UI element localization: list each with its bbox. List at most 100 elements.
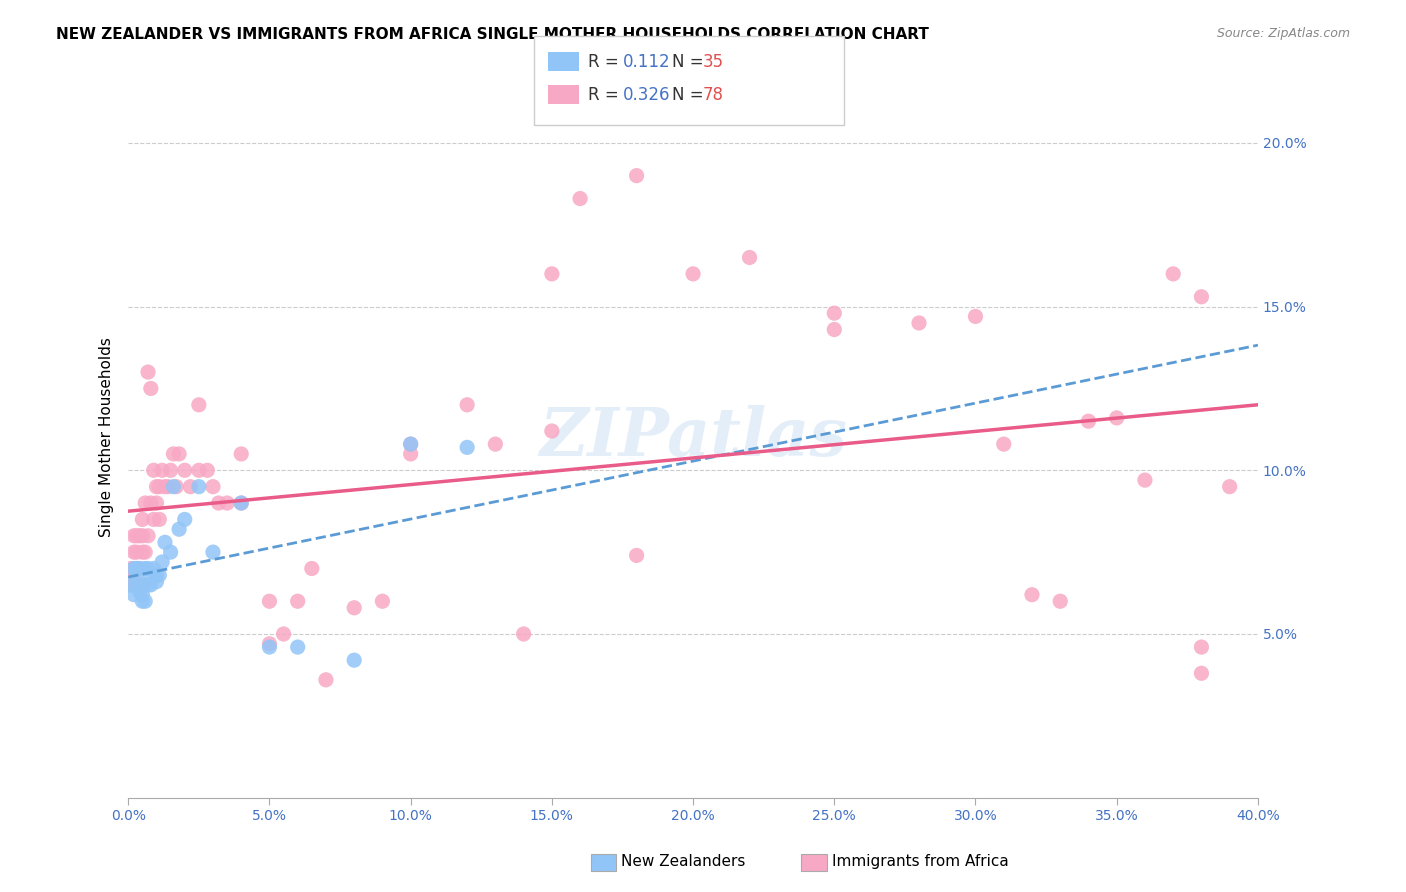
- Point: [1189, 640, 1212, 654]
- Point: [131, 545, 153, 559]
- Point: [541, 267, 564, 281]
- Point: [145, 480, 167, 494]
- Point: [1189, 666, 1212, 681]
- Point: [156, 480, 179, 494]
- Point: [259, 637, 281, 651]
- Point: [167, 447, 190, 461]
- Point: [187, 480, 209, 494]
- Text: Immigrants from Africa: Immigrants from Africa: [832, 855, 1010, 869]
- Point: [136, 529, 159, 543]
- Point: [173, 512, 195, 526]
- Point: [301, 561, 323, 575]
- Point: [134, 496, 156, 510]
- Point: [128, 584, 150, 599]
- Point: [173, 463, 195, 477]
- Point: [134, 561, 156, 575]
- Point: [136, 561, 159, 575]
- Point: [125, 561, 148, 575]
- Point: [484, 437, 506, 451]
- Point: [122, 588, 145, 602]
- Point: [738, 251, 761, 265]
- Point: [148, 480, 170, 494]
- Point: [167, 522, 190, 536]
- Point: [120, 578, 142, 592]
- Point: [131, 578, 153, 592]
- Point: [287, 594, 309, 608]
- Point: [1161, 267, 1184, 281]
- Point: [1133, 473, 1156, 487]
- Point: [569, 192, 592, 206]
- Point: [165, 480, 187, 494]
- Point: [626, 169, 648, 183]
- Point: [908, 316, 931, 330]
- Point: [456, 398, 478, 412]
- Point: [823, 306, 845, 320]
- Point: [142, 561, 165, 575]
- Point: [626, 549, 648, 563]
- Point: [207, 496, 229, 510]
- Point: [1219, 480, 1241, 494]
- Point: [136, 578, 159, 592]
- Text: 78: 78: [703, 87, 724, 104]
- Point: [217, 496, 239, 510]
- Point: [122, 529, 145, 543]
- Point: [823, 322, 845, 336]
- Point: [125, 545, 148, 559]
- Point: [131, 529, 153, 543]
- Point: [128, 578, 150, 592]
- Point: [131, 588, 153, 602]
- Point: [399, 437, 422, 451]
- Point: [142, 463, 165, 477]
- Point: [456, 441, 478, 455]
- Point: [131, 594, 153, 608]
- Point: [1021, 588, 1043, 602]
- Point: [139, 381, 162, 395]
- Point: [153, 535, 176, 549]
- Point: [122, 561, 145, 575]
- Point: [148, 512, 170, 526]
- Point: [134, 545, 156, 559]
- Point: [128, 561, 150, 575]
- Point: [1077, 414, 1099, 428]
- Point: [122, 568, 145, 582]
- Point: [512, 627, 534, 641]
- Point: [145, 574, 167, 589]
- Point: [201, 545, 224, 559]
- Point: [139, 496, 162, 510]
- Point: [128, 561, 150, 575]
- Point: [134, 594, 156, 608]
- Text: New Zealanders: New Zealanders: [621, 855, 745, 869]
- Point: [201, 480, 224, 494]
- Point: [187, 398, 209, 412]
- Point: [125, 568, 148, 582]
- Point: [120, 578, 142, 592]
- Point: [259, 594, 281, 608]
- Point: [159, 545, 181, 559]
- Point: [343, 600, 366, 615]
- Text: 35: 35: [703, 54, 724, 71]
- Text: NEW ZEALANDER VS IMMIGRANTS FROM AFRICA SINGLE MOTHER HOUSEHOLDS CORRELATION CHA: NEW ZEALANDER VS IMMIGRANTS FROM AFRICA …: [56, 27, 929, 42]
- Point: [125, 561, 148, 575]
- Text: R =: R =: [588, 54, 624, 71]
- Point: [399, 437, 422, 451]
- Point: [153, 480, 176, 494]
- Point: [399, 447, 422, 461]
- Text: N =: N =: [672, 87, 709, 104]
- Point: [128, 529, 150, 543]
- Point: [148, 568, 170, 582]
- Point: [187, 463, 209, 477]
- Text: R =: R =: [588, 87, 624, 104]
- Point: [273, 627, 295, 641]
- Point: [1049, 594, 1071, 608]
- Point: [162, 447, 184, 461]
- Point: [259, 640, 281, 654]
- Point: [131, 512, 153, 526]
- Point: [125, 578, 148, 592]
- Point: [122, 545, 145, 559]
- Point: [993, 437, 1015, 451]
- Text: N =: N =: [672, 54, 709, 71]
- Point: [139, 568, 162, 582]
- Text: 0.112: 0.112: [623, 54, 671, 71]
- Point: [541, 424, 564, 438]
- Point: [343, 653, 366, 667]
